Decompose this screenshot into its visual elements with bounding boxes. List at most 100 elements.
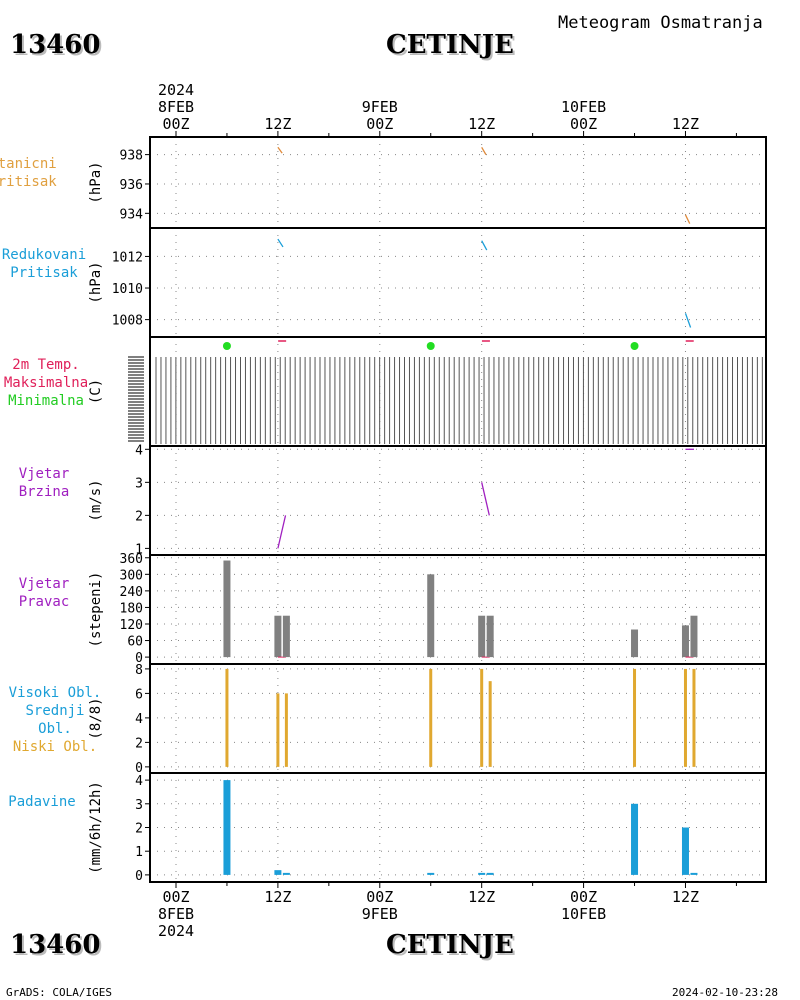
y-tick-label: 2	[135, 509, 143, 524]
bar	[690, 872, 698, 875]
y-tick-label: 0	[135, 761, 143, 776]
y-axis-label: (hPa)	[88, 161, 104, 203]
y-tick-label: 4	[135, 443, 143, 458]
bar	[282, 615, 290, 658]
y-tick-label: 936	[120, 178, 143, 193]
y-tick-label: 0	[135, 869, 143, 884]
bar	[631, 803, 639, 875]
x-tick-label-bottom: 00Z	[162, 888, 189, 906]
panel-label-line: Redukovani	[1, 247, 87, 263]
y-axis-label: (hPa)	[88, 261, 104, 303]
panel-label-temp: 2m Temp. Maksimalna Minimalna	[0, 356, 96, 410]
station-name-top: CETINJE	[386, 30, 514, 60]
x-tick-label-top: 2024	[158, 81, 194, 99]
x-tick-label-bottom: 8FEB	[158, 905, 194, 923]
series-line	[277, 146, 283, 154]
panel-label-clouds: Visoki Obl. Srednji Obl. Niski Obl.	[5, 684, 105, 756]
render-timestamp: 2024-02-10-23:28	[672, 986, 778, 999]
panel-label-line: Padavine	[8, 794, 76, 810]
x-tick-label-top: 00Z	[162, 115, 189, 133]
bar	[478, 615, 486, 658]
panel-label-line: Maksimalna	[3, 375, 89, 391]
y-tick-label: 60	[127, 635, 143, 650]
y-tick-label: 1	[135, 845, 143, 860]
bar	[486, 872, 494, 875]
y-tick-label: 2	[135, 822, 143, 837]
x-tick-label-top: 12Z	[264, 115, 291, 133]
series-line	[481, 482, 490, 516]
bar	[480, 668, 484, 767]
meteogram-subtitle: Meteogram Osmatranja	[558, 13, 763, 33]
panel-label-reduced: Redukovani Pritisak	[0, 246, 94, 282]
series-line	[684, 214, 691, 224]
x-tick-label-bottom: 9FEB	[362, 905, 398, 923]
panel-label-precip: Padavine	[0, 793, 92, 811]
y-tick-label: 240	[120, 585, 143, 600]
bar	[681, 625, 689, 658]
y-axis-label: (mm/6h/12h)	[88, 781, 104, 874]
y-axis-label: (8/8)	[88, 697, 104, 739]
y-tick-label: 1	[135, 542, 143, 557]
panel-label-line: Brzina	[18, 484, 70, 500]
panel-label-line: Vjetar	[18, 466, 70, 482]
tmin-point	[630, 342, 639, 350]
panel-label-wind: Vjetar Brzina	[0, 465, 94, 501]
series-line	[277, 238, 284, 248]
bar	[486, 615, 494, 658]
y-axis-label: (C)	[88, 379, 104, 404]
x-tick-label-top: 12Z	[672, 115, 699, 133]
bar	[274, 870, 282, 875]
series-line	[277, 515, 287, 549]
x-tick-label-top: 12Z	[468, 115, 495, 133]
bar	[631, 629, 639, 658]
y-tick-label: 4	[135, 712, 143, 727]
panel-label-line: Pritisak	[10, 265, 78, 281]
grads-credit: GrADS: COLA/IGES	[6, 986, 112, 999]
bar	[429, 668, 433, 767]
tmin-point	[222, 342, 231, 350]
x-tick-label-bottom: 00Z	[570, 888, 597, 906]
panel-frame	[149, 554, 767, 665]
panel-frame	[149, 136, 767, 229]
panel-label-line: Srednji Obl.	[25, 703, 85, 737]
x-tick-label-bottom: 12Z	[468, 888, 495, 906]
panel-label-line: Minimalna	[8, 393, 84, 409]
series-line	[481, 240, 488, 251]
y-tick-label: 4	[135, 774, 143, 789]
panel-label-line: Pritisak	[0, 174, 57, 190]
y-tick-label: 120	[120, 618, 143, 633]
bar	[225, 668, 229, 767]
x-tick-label-bottom: 12Z	[672, 888, 699, 906]
y-tick-label: 1008	[112, 314, 143, 329]
bar	[276, 693, 280, 767]
y-tick-label: 1010	[112, 282, 143, 297]
bar	[681, 827, 689, 875]
panel-label-line: Pravac	[18, 594, 70, 610]
panel-frame	[149, 336, 767, 447]
station-name-bottom: CETINJE	[386, 930, 514, 960]
y-axis-label: (m/s)	[88, 479, 104, 521]
bar	[478, 872, 486, 875]
tmin-point	[426, 342, 435, 350]
y-tick-label: 0	[135, 651, 143, 666]
panel-label-winddir: Vjetar Pravac	[0, 575, 94, 611]
bar	[488, 681, 492, 767]
bar	[274, 615, 282, 658]
station-id-top: 13460	[10, 30, 101, 60]
panel-label-line: Stanicni	[0, 156, 57, 172]
bar	[692, 668, 696, 767]
y-tick-label: 6	[135, 687, 143, 702]
panel-label-line: Visoki Obl.	[8, 685, 102, 701]
panel-label-pressure: Stanicni Pritisak	[0, 155, 73, 191]
x-tick-label-top: 8FEB	[158, 98, 194, 116]
bar	[223, 560, 231, 658]
y-tick-label: 3	[135, 476, 143, 491]
series-line	[684, 313, 692, 328]
bar	[683, 668, 687, 767]
panel-frame	[149, 663, 767, 774]
x-tick-label-top: 9FEB	[362, 98, 398, 116]
panel-frame	[149, 445, 767, 556]
panel-label-line: Vjetar	[18, 576, 70, 592]
y-tick-label: 934	[120, 207, 144, 222]
